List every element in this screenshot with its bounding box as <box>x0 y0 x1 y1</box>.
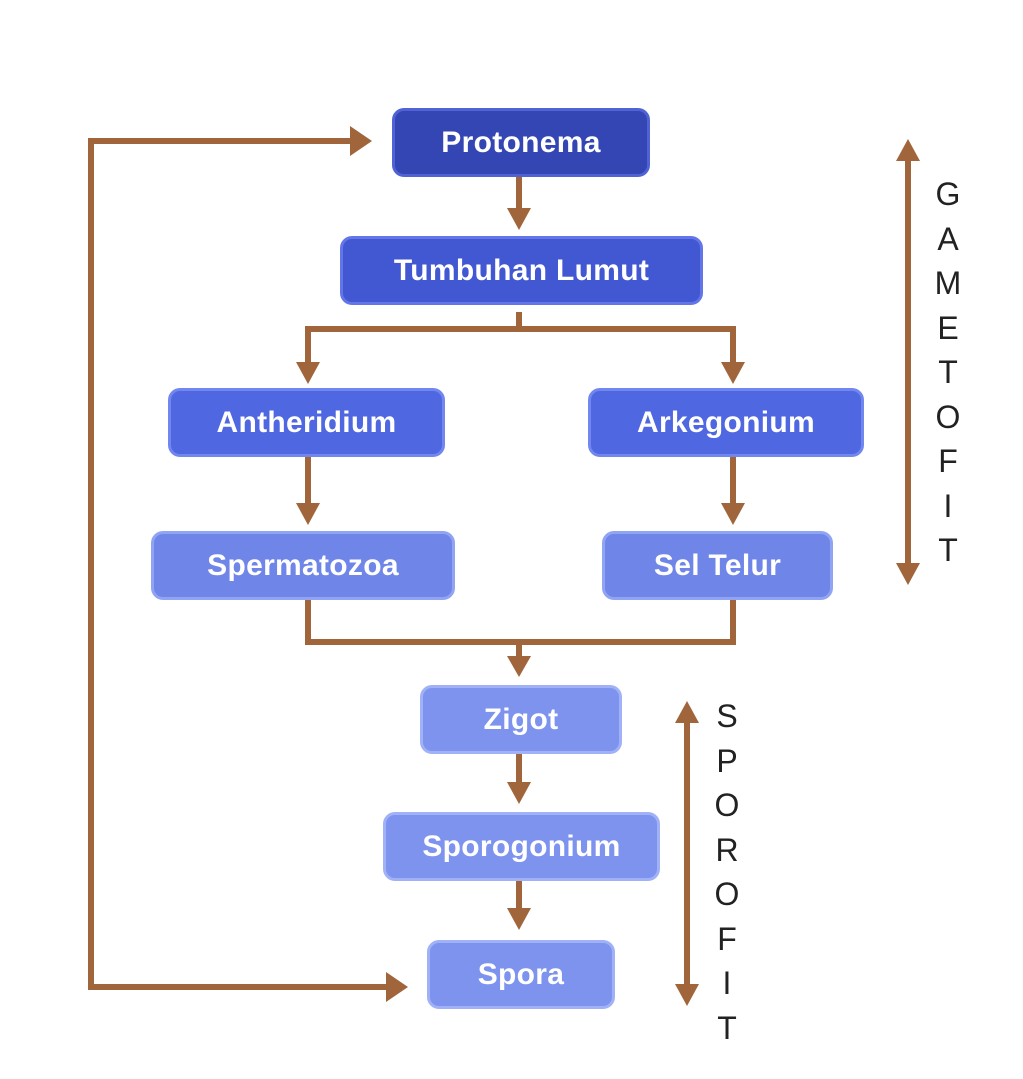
phase-label-letter: G <box>935 176 961 212</box>
arrowhead-zigot <box>507 656 531 677</box>
loop-bottom-horizontal <box>88 984 388 990</box>
phase-label-letter: T <box>938 532 958 568</box>
split-left-drop <box>305 326 311 364</box>
arrow-zigot-to-sporogonium <box>516 754 522 784</box>
gametofit-arrow-top <box>896 139 920 161</box>
node-protonema: Protonema <box>392 108 650 177</box>
arrowhead-spermatozoa <box>296 503 320 525</box>
node-tumbuhan-lumut: Tumbuhan Lumut <box>340 236 703 305</box>
node-arkegonium: Arkegonium <box>588 388 864 457</box>
node-sel-telur: Sel Telur <box>602 531 833 600</box>
gametofit-arrow-bottom <box>896 563 920 585</box>
phase-label-letter: P <box>716 742 738 779</box>
loop-top-horizontal <box>88 138 354 144</box>
split-stem <box>516 312 522 332</box>
sporofit-arrow-bottom <box>675 984 699 1006</box>
node-sporogonium: Sporogonium <box>383 812 660 881</box>
phase-label-letter: A <box>937 220 959 257</box>
merge-right-rise <box>730 600 736 645</box>
arrowhead-antheridium <box>296 362 320 384</box>
phase-label-letter: T <box>938 354 958 390</box>
sporofit-range-line <box>684 720 690 988</box>
phase-label-letter: T <box>717 1009 737 1046</box>
phase-label-letter: F <box>717 920 737 957</box>
phase-label-letter: E <box>937 309 959 346</box>
arrowhead-protonema <box>350 126 372 156</box>
arrow-protonema-to-tumbuhan <box>516 177 522 211</box>
arrow-antheridium-to-spermatozoa <box>305 457 311 505</box>
phase-label-letter: S <box>716 698 738 734</box>
node-antheridium: Antheridium <box>168 388 445 457</box>
phase-label-letter: O <box>935 398 961 435</box>
node-spora: Spora <box>427 940 615 1009</box>
gametofit-range-line <box>905 158 911 566</box>
arrowhead-spora-entry <box>386 972 408 1002</box>
merge-left-rise <box>305 600 311 645</box>
phase-label-letter: I <box>722 965 732 1001</box>
arrowhead-sporogonium <box>507 782 531 804</box>
node-zigot: Zigot <box>420 685 622 754</box>
phase-label-letter: O <box>714 787 740 823</box>
phase-label-letter: I <box>943 487 953 524</box>
loop-left-vertical <box>88 138 94 990</box>
split-right-drop <box>730 326 736 364</box>
arrowhead-seltelur <box>721 503 745 525</box>
arrow-arkegonium-to-seltelur <box>730 457 736 505</box>
phase-label-letter: M <box>934 265 962 301</box>
merge-stem <box>516 639 522 659</box>
phase-label-letter: F <box>938 443 958 479</box>
phase-label-letter: O <box>714 876 740 912</box>
split-bar <box>305 326 736 332</box>
node-spermatozoa: Spermatozoa <box>151 531 455 600</box>
arrow-sporogonium-to-spora <box>516 881 522 910</box>
phase-label-letter: R <box>715 831 739 868</box>
arrowhead-spora <box>507 908 531 930</box>
arrowhead-tumbuhan <box>507 208 531 230</box>
sporofit-arrow-top <box>675 701 699 723</box>
arrowhead-arkegonium <box>721 362 745 384</box>
